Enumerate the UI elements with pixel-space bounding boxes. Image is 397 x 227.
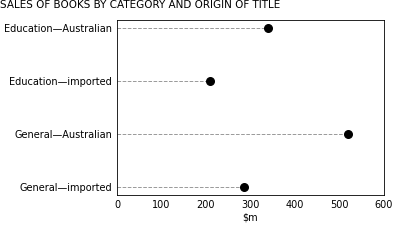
- X-axis label: $m: $m: [243, 213, 258, 223]
- Point: [345, 132, 351, 136]
- Point: [241, 185, 247, 189]
- Point: [265, 26, 271, 30]
- Point: [207, 79, 214, 83]
- Text: SALES OF BOOKS BY CATEGORY AND ORIGIN OF TITLE: SALES OF BOOKS BY CATEGORY AND ORIGIN OF…: [0, 0, 280, 10]
